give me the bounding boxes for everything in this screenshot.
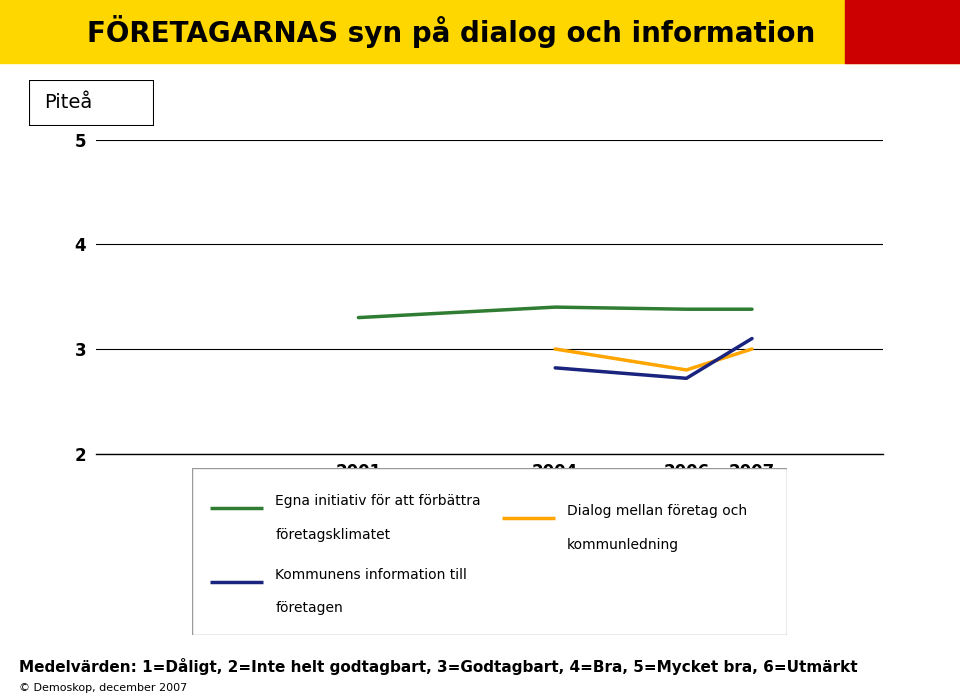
Text: Piteå: Piteå [44,94,92,112]
Bar [845,0,960,63]
Text: Medelvärden: 1=Dåligt, 2=Inte helt godtagbart, 3=Godtagbart, 4=Bra, 5=Mycket bra: Medelvärden: 1=Dåligt, 2=Inte helt godta… [19,658,858,675]
Text: © Demoskop, december 2007: © Demoskop, december 2007 [19,683,187,692]
Text: Kommunens information till: Kommunens information till [276,568,468,582]
Text: Egna initiativ för att förbättra: Egna initiativ för att förbättra [276,494,481,508]
Text: kommunledning: kommunledning [567,537,679,551]
Text: företagsklimatet: företagsklimatet [276,528,391,542]
Text: FÖRETAGARNAS syn på dialog och information: FÖRETAGARNAS syn på dialog och informati… [87,15,815,48]
Text: företagen: företagen [276,602,343,616]
Text: Dialog mellan företag och: Dialog mellan företag och [567,504,747,518]
